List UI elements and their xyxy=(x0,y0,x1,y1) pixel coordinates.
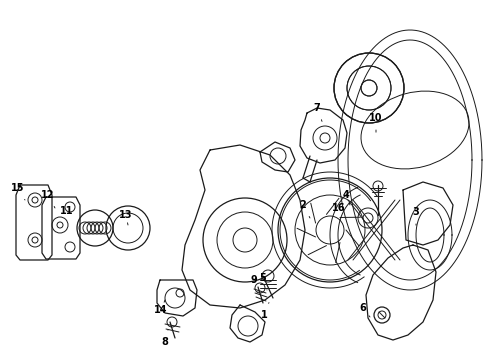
Text: 11: 11 xyxy=(60,206,80,220)
Text: 12: 12 xyxy=(41,190,55,208)
Text: 5: 5 xyxy=(259,273,266,290)
Text: 4: 4 xyxy=(342,190,349,205)
Text: 8: 8 xyxy=(161,330,168,347)
Text: 7: 7 xyxy=(313,103,322,121)
Text: 2: 2 xyxy=(299,200,309,218)
Text: 16: 16 xyxy=(331,203,345,220)
Text: 10: 10 xyxy=(368,113,382,132)
Text: 6: 6 xyxy=(359,303,369,317)
Text: 9: 9 xyxy=(250,275,258,292)
Text: 15: 15 xyxy=(11,183,25,200)
Text: 14: 14 xyxy=(154,300,167,315)
Text: 3: 3 xyxy=(412,207,419,225)
Text: 1: 1 xyxy=(260,302,268,320)
Text: 13: 13 xyxy=(119,210,132,225)
